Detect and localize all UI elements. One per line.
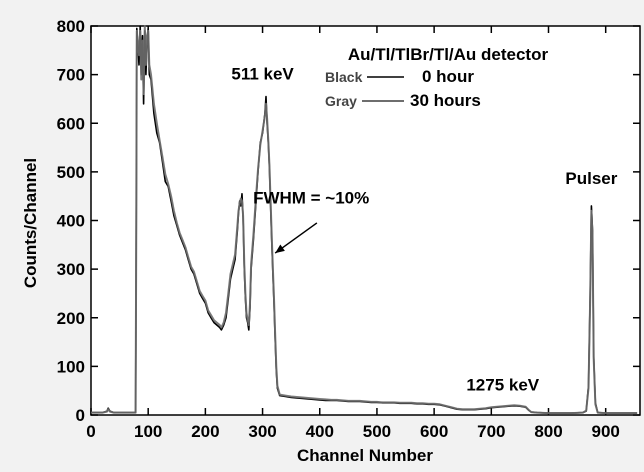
annotation-label: FWHM = ~10% — [253, 188, 369, 207]
annotation-layer: 511 keV FWHM = ~10% 1275 keV Pulser — [231, 64, 617, 394]
series-layer — [91, 25, 638, 415]
y-tick-label: 0 — [76, 406, 85, 425]
y-tick-label: 800 — [57, 17, 85, 36]
y-tick-label: 600 — [57, 114, 85, 133]
y-axis-title: Counts/Channel — [21, 158, 40, 288]
plot-area — [90, 25, 641, 416]
legend-key: Gray — [325, 93, 357, 109]
annotation-label: 511 keV — [231, 64, 294, 83]
x-tick-label: 100 — [134, 422, 162, 441]
x-tick-label: 200 — [191, 422, 219, 441]
legend-label: 0 hour — [422, 67, 474, 86]
y-tick-label: 200 — [57, 309, 85, 328]
x-tick-label: 800 — [534, 422, 562, 441]
y-tick-label: 100 — [57, 357, 85, 376]
x-tick-label: 400 — [306, 422, 334, 441]
legend-label: 30 hours — [410, 91, 481, 110]
x-tick-label: 300 — [248, 422, 276, 441]
x-tick-label: 600 — [420, 422, 448, 441]
annotation-label: 1275 keV — [466, 376, 539, 395]
x-axis: 0 100 200 300 400 500 600 700 800 900 — [86, 26, 620, 441]
legend-title: Au/Tl/TlBr/Tl/Au detector — [348, 45, 549, 64]
x-tick-label: 0 — [86, 422, 95, 441]
fwhm-arrow-head — [275, 244, 285, 254]
x-tick-label: 900 — [592, 422, 620, 441]
legend: Au/Tl/TlBr/Tl/Au detector Black 0 hour Gray… — [325, 45, 548, 110]
x-tick-label: 700 — [477, 422, 505, 441]
y-axis: 0 100 200 300 400 500 600 700 800 — [57, 17, 640, 425]
x-axis-title: Channel Number — [297, 446, 433, 465]
y-tick-label: 700 — [57, 66, 85, 85]
series-line-gray — [91, 25, 638, 415]
y-tick-label: 400 — [57, 212, 85, 231]
legend-key: Black — [325, 69, 363, 85]
y-tick-label: 500 — [57, 163, 85, 182]
annotation-label: Pulser — [565, 169, 617, 188]
x-tick-label: 500 — [363, 422, 391, 441]
y-tick-label: 300 — [57, 260, 85, 279]
